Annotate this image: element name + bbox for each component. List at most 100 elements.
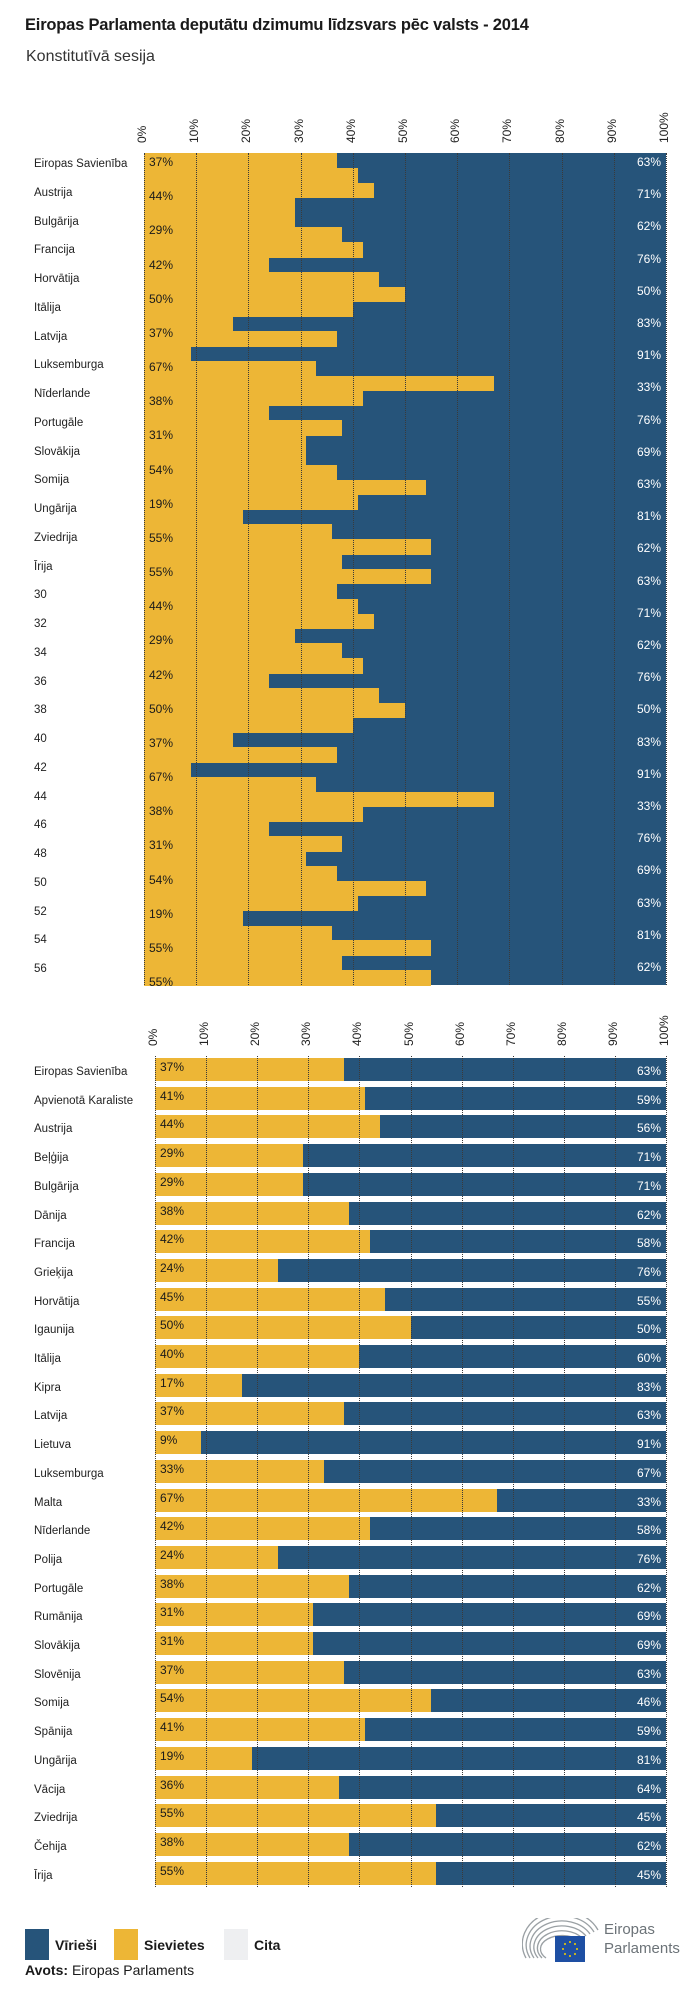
- female-area-step: [144, 182, 374, 199]
- female-bar: [155, 1431, 201, 1455]
- female-area-step: [144, 375, 494, 392]
- female-value-label: 44%: [149, 189, 174, 204]
- x-tick-label: 20%: [239, 118, 254, 143]
- gridline: [666, 1056, 667, 1888]
- male-value-label: 63%: [636, 895, 661, 910]
- category-label: Austrija: [34, 1123, 73, 1136]
- female-bar: [155, 1287, 385, 1311]
- female-value-label: 50%: [149, 701, 174, 716]
- male-bar: [430, 1689, 666, 1713]
- category-label: Grieķija: [34, 1266, 73, 1279]
- row-label: Horvātija: [34, 273, 80, 285]
- female-area-step: [144, 420, 343, 436]
- gridline: [614, 1056, 616, 1888]
- female-value-label: 45%: [160, 1289, 185, 1304]
- row-label: 34: [34, 646, 47, 659]
- row-label: Francija: [34, 244, 75, 257]
- female-value-label: 38%: [149, 394, 174, 409]
- female-value-label: 38%: [160, 1203, 185, 1218]
- male-value-label: 63%: [636, 477, 661, 491]
- gridline: [257, 1056, 259, 1888]
- male-bar: [497, 1488, 666, 1512]
- gridline: [359, 1056, 361, 1888]
- gridline: [512, 1056, 514, 1888]
- female-value-label: 67%: [149, 770, 174, 784]
- female-value-label: 38%: [160, 1834, 185, 1849]
- male-value-label: 33%: [636, 1494, 661, 1509]
- female-area-step: [144, 970, 432, 986]
- x-tick-label: 90%: [604, 118, 619, 143]
- male-value-label: 60%: [636, 1351, 661, 1365]
- female-value-label: 19%: [149, 496, 174, 511]
- row-label: 44: [34, 790, 47, 803]
- legend-label: Cita: [254, 1937, 281, 1953]
- female-area-step: [144, 762, 191, 778]
- female-value-label: 41%: [160, 1088, 185, 1103]
- female-area-step: [144, 940, 432, 956]
- male-value-label: 50%: [636, 283, 661, 298]
- row-label: 46: [34, 819, 47, 832]
- hemicycle-icon: [521, 1910, 599, 1962]
- row-label: Īrija: [34, 560, 53, 573]
- gridline: [206, 1056, 208, 1888]
- female-bar: [155, 1775, 339, 1799]
- chart-title: Eiropas Parlamenta deputātu dzimumu līdz…: [25, 16, 529, 34]
- female-value-label: 44%: [160, 1117, 185, 1132]
- male-value-label: 76%: [636, 251, 661, 266]
- male-bar: [277, 1258, 666, 1282]
- female-value-label: 55%: [149, 975, 174, 989]
- female-area-step: [144, 271, 379, 288]
- category-label: Luksemburga: [34, 1467, 104, 1480]
- x-tick-label: 70%: [500, 118, 515, 143]
- category-label: Bulgārija: [34, 1180, 79, 1193]
- male-value-label: 91%: [636, 348, 661, 363]
- male-bar: [384, 1287, 666, 1311]
- female-value-label: 29%: [160, 1146, 185, 1161]
- female-value-label: 55%: [149, 940, 174, 955]
- gridline: [613, 153, 615, 985]
- female-bar: [155, 1660, 345, 1684]
- female-area-step: [144, 197, 296, 214]
- legend-label: Vīrieši: [55, 1937, 98, 1953]
- row-label: Portugāle: [34, 416, 84, 429]
- male-value-label: 69%: [636, 1638, 661, 1652]
- female-area-step: [144, 702, 405, 719]
- female-area-step: [144, 390, 364, 407]
- female-area-step: [144, 866, 338, 882]
- female-value-label: 42%: [160, 1519, 185, 1534]
- female-value-label: 37%: [149, 155, 174, 169]
- male-bar: [241, 1373, 666, 1397]
- male-value-label: 45%: [636, 1810, 661, 1825]
- female-bar: [155, 1488, 498, 1512]
- female-value-label: 24%: [160, 1260, 185, 1275]
- female-value-label: 50%: [160, 1318, 185, 1333]
- x-tick-label: 80%: [552, 118, 567, 143]
- male-bar: [364, 1718, 666, 1742]
- gridline: [405, 153, 406, 985]
- male-value-label: 50%: [636, 1322, 661, 1337]
- category-label: Igaunija: [34, 1324, 75, 1337]
- female-bar: [155, 1632, 314, 1655]
- male-bar: [369, 1230, 666, 1254]
- male-bar: [277, 1545, 666, 1569]
- female-value-label: 41%: [160, 1720, 185, 1735]
- female-area-step: [144, 881, 426, 897]
- female-bar: [155, 1086, 365, 1110]
- row-label: Somija: [34, 474, 70, 487]
- category-label: Kipra: [34, 1381, 61, 1394]
- male-value-label: 71%: [636, 605, 661, 620]
- category-label: Itālija: [34, 1353, 61, 1365]
- male-value-label: 71%: [636, 187, 661, 202]
- male-value-label: 83%: [636, 1379, 661, 1394]
- male-value-label: 63%: [636, 1408, 661, 1423]
- female-value-label: 54%: [160, 1691, 185, 1706]
- row-label: Zviedrija: [34, 531, 78, 544]
- male-value-label: 62%: [636, 960, 661, 974]
- male-value-label: 81%: [636, 927, 661, 942]
- row-label: Latvija: [34, 330, 68, 343]
- x-tick-label: 40%: [343, 118, 358, 143]
- male-value-label: 91%: [636, 766, 661, 781]
- row-label: 48: [34, 848, 47, 860]
- x-tick-label: 0%: [146, 1028, 160, 1046]
- female-area-step: [144, 286, 405, 303]
